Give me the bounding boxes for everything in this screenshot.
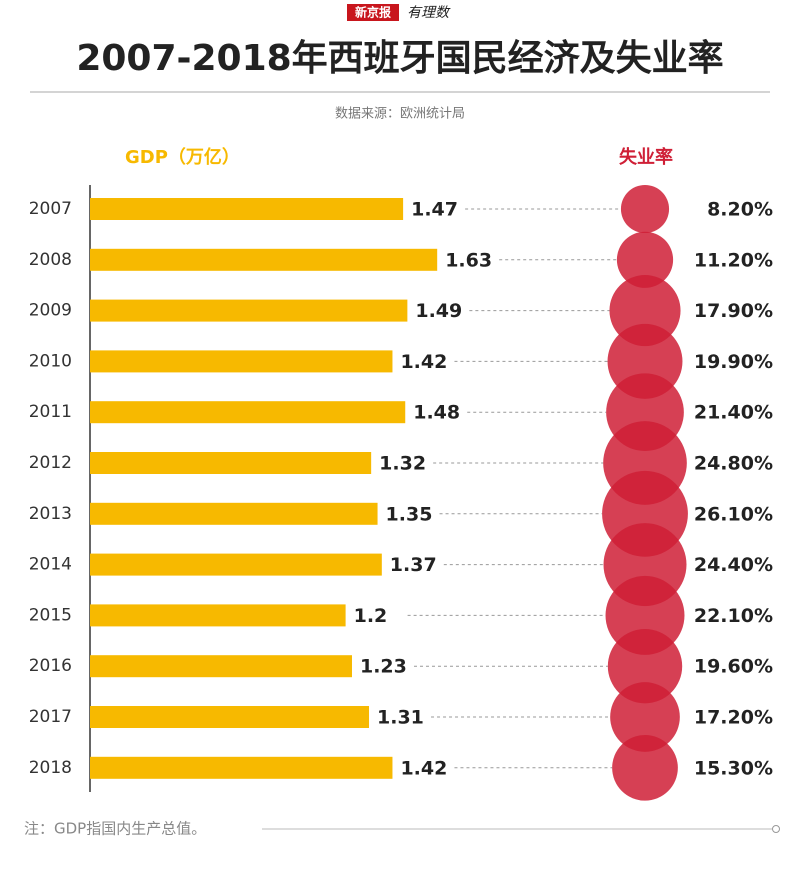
bubble xyxy=(620,184,670,234)
brand-name: 新京报 xyxy=(355,5,391,20)
bar-value-label: 1.47 xyxy=(411,199,458,221)
bar xyxy=(90,401,406,424)
bar xyxy=(90,553,382,576)
chart-title: 2007-2018年西班牙国民经济及失业率 xyxy=(76,38,723,79)
bar-value-label: 1.49 xyxy=(415,300,462,322)
bar xyxy=(90,452,372,474)
bubble-value-label: 26.10% xyxy=(694,503,773,525)
y-tick-label: 2015 xyxy=(29,605,72,625)
bar xyxy=(90,198,404,220)
bar xyxy=(90,350,393,373)
bar-value-label: 1.42 xyxy=(400,757,447,779)
y-tick-label: 2011 xyxy=(29,402,72,422)
note-dot xyxy=(772,825,780,833)
bar xyxy=(90,248,438,271)
bubble-value-label: 24.40% xyxy=(694,554,773,576)
note: 注：GDP指国内生产总值。 xyxy=(24,820,206,838)
y-tick-label: 2010 xyxy=(29,351,72,371)
bubble-value-label: 22.10% xyxy=(694,605,773,627)
legend-gdp: GDP（万亿） xyxy=(125,146,240,168)
bubble-value-label: 24.80% xyxy=(694,453,773,475)
bar-value-label: 1.23 xyxy=(360,656,407,678)
bubble-value-label: 17.20% xyxy=(694,707,773,729)
bar-value-label: 1.31 xyxy=(377,707,424,729)
bar xyxy=(90,502,378,525)
y-tick-label: 2008 xyxy=(29,250,72,270)
y-tick-label: 2009 xyxy=(29,301,72,321)
bubble xyxy=(609,275,681,347)
bubble-value-label: 19.90% xyxy=(694,351,773,373)
bubble-value-label: 21.40% xyxy=(694,402,773,424)
y-tick-label: 2017 xyxy=(29,707,72,727)
brand-box xyxy=(347,4,399,21)
bubble-value-label: 19.60% xyxy=(694,656,773,678)
bar xyxy=(90,604,346,627)
bubble-value-label: 15.30% xyxy=(694,757,773,779)
y-tick-label: 2007 xyxy=(29,199,72,219)
bubble xyxy=(610,682,680,752)
bar-value-label: 1.48 xyxy=(413,402,460,424)
bar xyxy=(90,706,370,728)
bubble xyxy=(616,231,674,288)
bar xyxy=(90,299,408,322)
y-tick-label: 2014 xyxy=(29,555,72,575)
bar-value-label: 1.37 xyxy=(390,554,437,576)
subtitle: 数据来源：欧洲统计局 xyxy=(335,107,465,122)
bar-value-label: 1.35 xyxy=(386,503,433,525)
bubble-value-label: 17.90% xyxy=(694,300,773,322)
y-tick-label: 2018 xyxy=(29,758,72,778)
brand-column: 有理数 xyxy=(407,5,451,21)
bar-value-label: 1.42 xyxy=(400,351,447,373)
bubble xyxy=(607,629,683,704)
bar-value-label: 1.2 xyxy=(354,605,388,627)
legend-unemployment: 失业率 xyxy=(619,146,673,168)
bubble-value-label: 11.20% xyxy=(694,249,773,271)
bubble xyxy=(612,734,678,801)
y-tick-label: 2013 xyxy=(29,504,72,524)
y-tick-label: 2016 xyxy=(29,656,72,676)
bar xyxy=(90,756,393,779)
bar-value-label: 1.32 xyxy=(379,453,426,475)
bar-value-label: 1.63 xyxy=(445,249,492,271)
bubble-value-label: 8.20% xyxy=(707,199,773,221)
bar xyxy=(90,655,352,678)
y-tick-label: 2012 xyxy=(29,453,72,473)
